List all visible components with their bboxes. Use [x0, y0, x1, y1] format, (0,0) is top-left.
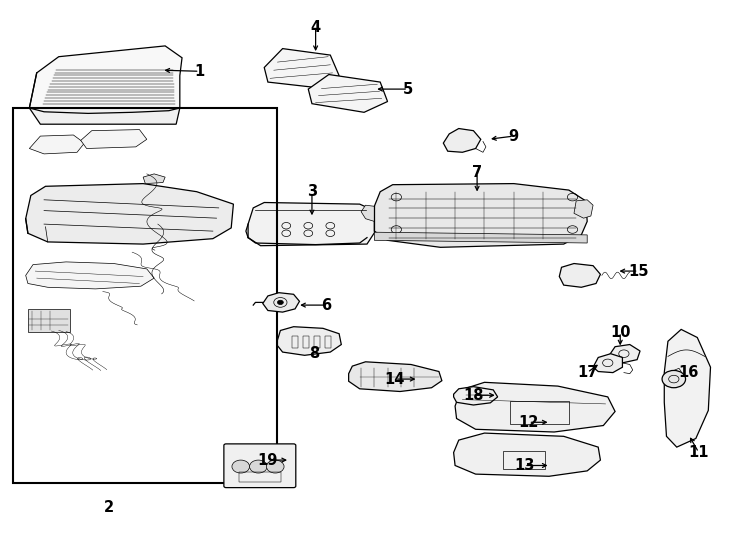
Bar — [314, 336, 320, 348]
Text: 5: 5 — [403, 82, 413, 97]
Bar — [503, 451, 545, 469]
Polygon shape — [574, 200, 593, 218]
Text: 10: 10 — [610, 325, 631, 340]
FancyBboxPatch shape — [224, 444, 296, 488]
Text: 2: 2 — [103, 500, 114, 515]
Polygon shape — [29, 46, 182, 108]
Polygon shape — [361, 205, 374, 221]
Polygon shape — [143, 174, 165, 184]
Polygon shape — [609, 345, 640, 363]
Bar — [292, 336, 298, 348]
Polygon shape — [664, 329, 711, 447]
Bar — [510, 401, 569, 424]
Circle shape — [277, 300, 283, 305]
Text: 4: 4 — [310, 19, 321, 35]
Text: 9: 9 — [509, 129, 519, 144]
Text: 8: 8 — [309, 346, 319, 361]
Polygon shape — [559, 264, 600, 287]
Polygon shape — [263, 293, 299, 312]
Polygon shape — [26, 262, 154, 289]
Circle shape — [266, 460, 284, 473]
Polygon shape — [455, 382, 615, 432]
Text: 15: 15 — [628, 264, 649, 279]
Text: 19: 19 — [258, 453, 278, 468]
Bar — [28, 309, 70, 332]
Polygon shape — [374, 232, 587, 243]
Polygon shape — [29, 135, 84, 154]
Circle shape — [662, 370, 686, 388]
Text: 17: 17 — [577, 365, 597, 380]
Circle shape — [250, 460, 267, 473]
Text: 7: 7 — [472, 165, 482, 180]
Bar — [325, 336, 331, 348]
Text: 16: 16 — [678, 365, 699, 380]
Polygon shape — [277, 327, 341, 355]
Polygon shape — [454, 387, 498, 405]
Polygon shape — [454, 433, 600, 476]
Polygon shape — [248, 202, 376, 246]
Text: 18: 18 — [463, 388, 484, 403]
Polygon shape — [308, 75, 388, 112]
Text: 6: 6 — [321, 298, 332, 313]
Bar — [239, 472, 281, 482]
Polygon shape — [443, 129, 481, 152]
Text: 1: 1 — [195, 64, 205, 79]
Polygon shape — [264, 49, 339, 87]
Bar — [303, 336, 309, 348]
Text: 11: 11 — [688, 445, 709, 460]
Text: 12: 12 — [518, 415, 539, 430]
Text: 13: 13 — [514, 458, 534, 473]
Polygon shape — [593, 354, 622, 373]
Polygon shape — [349, 362, 442, 392]
Polygon shape — [374, 184, 587, 247]
Polygon shape — [26, 184, 233, 244]
Text: 3: 3 — [307, 184, 317, 199]
Bar — [13, 108, 277, 483]
Circle shape — [232, 460, 250, 473]
Polygon shape — [81, 130, 147, 148]
Text: 14: 14 — [385, 372, 405, 387]
Polygon shape — [29, 108, 180, 124]
